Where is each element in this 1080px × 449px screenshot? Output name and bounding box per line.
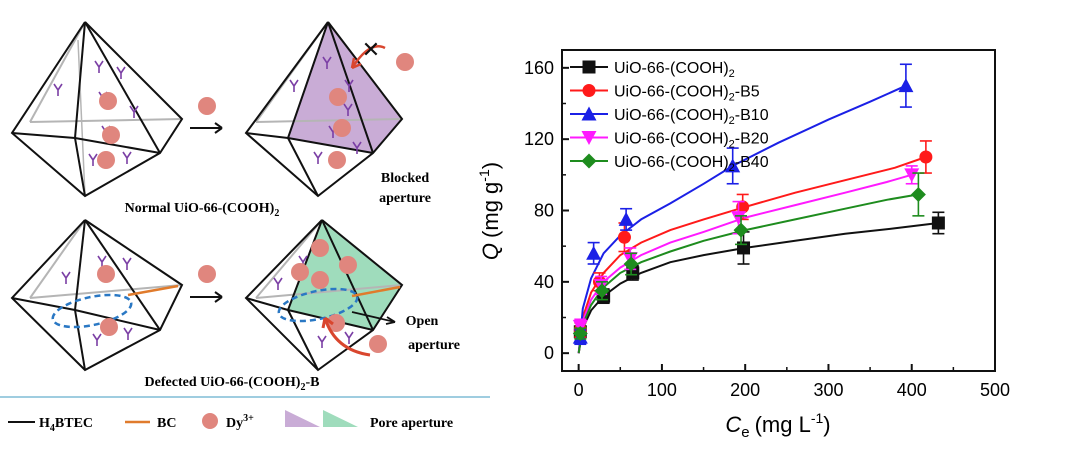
octahedron-blocked: ✕ Blocked aperture	[244, 21, 431, 206]
dy-ion-icon	[198, 97, 216, 115]
y-tick-label: 120	[524, 129, 554, 149]
legend-label-series-1: UiO-66-(COOH)2-B5	[614, 84, 760, 104]
bc-line-icon	[127, 284, 179, 297]
linker-icons	[53, 60, 139, 166]
y-tick-label: 160	[524, 58, 554, 78]
data-point-series-4-3	[733, 222, 749, 238]
data-point-series-2-2	[618, 211, 634, 226]
chart-panel: 0 100 200 300 400 500 0 40 80 120 160 UiO-66-(COOH…	[476, 49, 1010, 441]
fit-lines	[577, 84, 939, 354]
dy-ion-icons	[291, 239, 387, 353]
legend-bc: BC	[157, 416, 176, 431]
data-point-series-2-4	[898, 78, 914, 93]
data-point-series-4-4	[910, 186, 926, 202]
process-arrow-top	[190, 97, 223, 134]
y-axis-label: Q(mg g-1)	[476, 162, 503, 260]
pointer-arrow-icon	[351, 311, 396, 323]
axes: 0 100 200 300 400 500 0 40 80 120 160	[524, 58, 1010, 400]
legend-h4btec: H4BTEC	[39, 416, 93, 434]
data-point-series-0-4	[931, 216, 945, 230]
schematic-legend: H4BTEC BC Dy3+ Pore aperture	[8, 410, 453, 434]
octahedron-normal	[10, 21, 184, 198]
label-blocked-line1: Blocked	[381, 171, 429, 186]
data-point-series-2-1	[586, 245, 602, 260]
blocked-arrow-icon	[350, 45, 386, 69]
legend-marker	[581, 106, 597, 121]
dy-ion-icons	[328, 88, 351, 169]
x-tick-label: 100	[647, 380, 677, 400]
legend-marker	[581, 131, 597, 145]
data-point-series-2-3	[725, 158, 741, 173]
defect-ellipse-icon	[277, 287, 359, 323]
data-markers	[572, 63, 945, 346]
x-tick-label: 0	[574, 380, 584, 400]
legend-label-series-0: UiO-66-(COOH)2	[614, 60, 735, 80]
x-tick-label: 300	[813, 380, 843, 400]
bc-line-icon	[351, 285, 401, 298]
open-face-legend-icon	[323, 410, 358, 427]
legend-marker	[581, 153, 597, 169]
x-tick-label: 400	[897, 380, 927, 400]
octahedron-open: Open aperture	[244, 219, 460, 372]
legend-pore: Pore aperture	[370, 416, 453, 431]
fit-line-series-0	[577, 222, 939, 354]
open-arrow-icon	[323, 317, 371, 357]
linker-icons	[273, 255, 354, 348]
data-point-series-1-2	[617, 230, 631, 244]
fit-line-series-4	[577, 193, 919, 354]
data-point-series-3-4	[904, 168, 920, 183]
x-tick-label: 500	[980, 380, 1010, 400]
schematic-panel: ✕ Blocked aperture Normal UiO-66-(COOH)2	[0, 21, 490, 434]
label-normal: Normal UiO-66-(COOH)2	[125, 201, 280, 219]
label-blocked-line2: aperture	[379, 191, 431, 206]
legend-label-series-4: UiO-66-(COOH)2-B40	[614, 154, 769, 174]
x-tick-label: 200	[730, 380, 760, 400]
data-point-series-4-0	[572, 326, 588, 342]
data-point-series-1-3	[736, 200, 750, 214]
data-point-series-4-2	[623, 256, 639, 272]
linker-icons	[61, 255, 133, 346]
fit-line-series-2	[577, 84, 907, 354]
dy-ion-icon	[198, 265, 216, 283]
legend-marker	[582, 60, 596, 74]
dy-ion-icons	[97, 265, 118, 336]
blocked-face-legend-icon	[285, 410, 320, 427]
label-defected: Defected UiO-66-(COOH)2-B	[145, 375, 320, 393]
legend-label-series-3: UiO-66-(COOH)2-B20	[614, 131, 769, 151]
y-tick-label: 40	[534, 272, 554, 292]
defect-ellipse-icon	[51, 293, 133, 329]
data-point-series-1-4	[919, 150, 933, 164]
dy-ion-icon	[396, 53, 414, 71]
octahedron-defected	[10, 219, 184, 372]
process-arrow-bottom	[190, 265, 223, 303]
label-open-line1: Open	[406, 314, 439, 329]
legend-label-series-2: UiO-66-(COOH)2-B10	[614, 107, 769, 127]
legend-dy: Dy3+	[226, 413, 254, 431]
legend-marker	[582, 84, 596, 97]
x-axis-label: Ce (mg L-1)	[725, 410, 830, 441]
blocked-cross-icon: ✕	[362, 37, 380, 62]
data-point-series-4-1	[594, 283, 610, 299]
label-open-line2: aperture	[408, 338, 460, 353]
y-tick-label: 80	[534, 201, 554, 221]
data-point-series-3-3	[731, 211, 747, 226]
fit-line-series-1	[577, 156, 927, 354]
data-point-series-0-3	[737, 241, 751, 255]
dy-legend-icon	[202, 413, 218, 429]
y-tick-label: 0	[544, 343, 554, 363]
linker-icons	[289, 56, 362, 164]
chart-legend: UiO-66-(COOH)2 UiO-66-(COOH)2-B5 UiO-66-(C…	[570, 60, 769, 174]
dy-ion-icons	[97, 92, 120, 169]
fit-line-series-3	[577, 173, 912, 354]
